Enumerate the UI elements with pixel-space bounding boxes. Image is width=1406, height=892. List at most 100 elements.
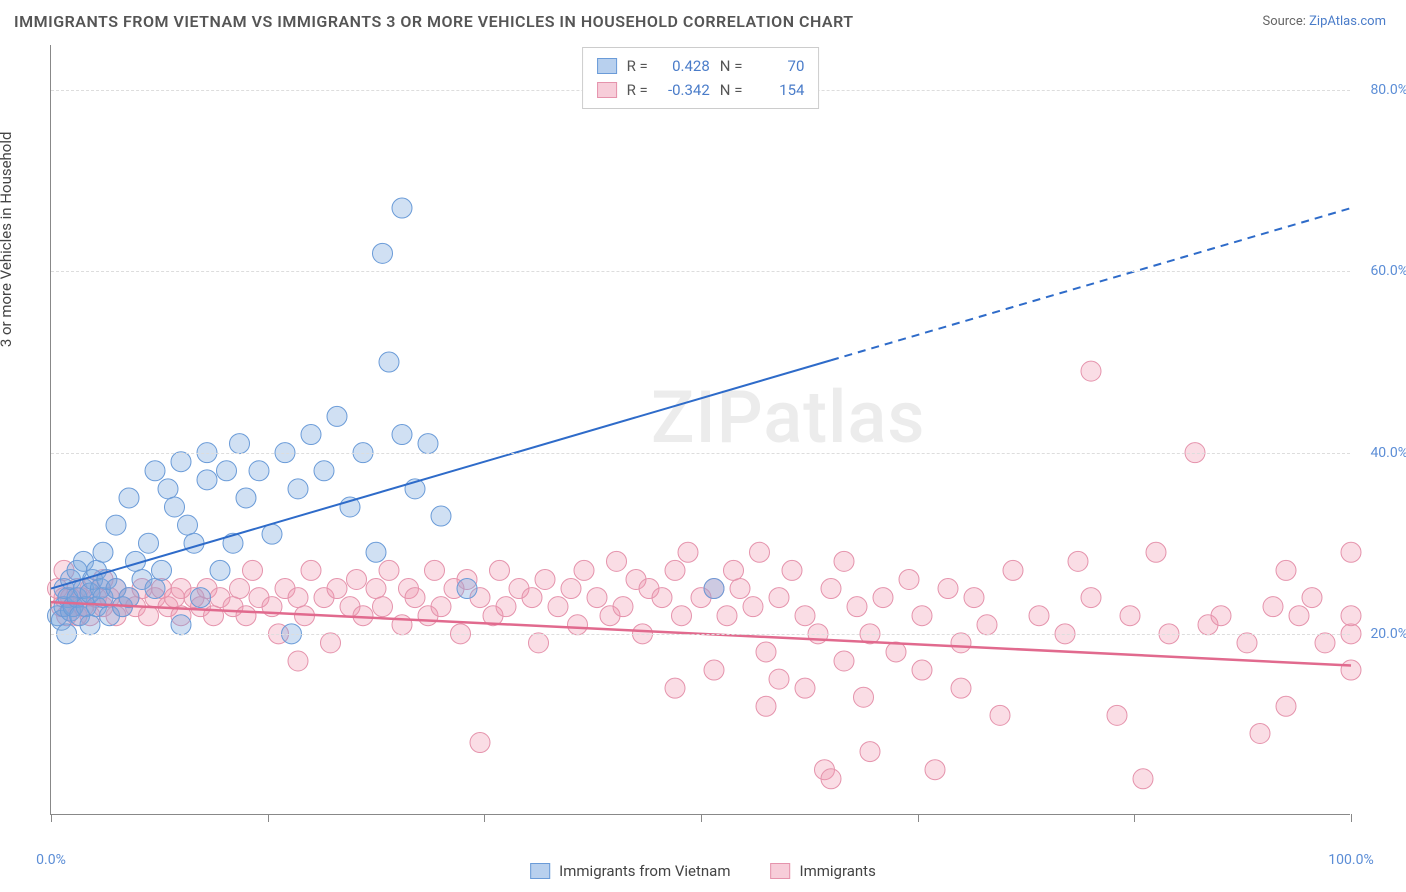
swatch-series-0 [597,58,617,74]
data-point [230,434,250,454]
data-point [756,696,776,716]
data-point [912,660,932,680]
data-point [938,579,958,599]
plot-svg [51,45,1350,814]
data-point [678,542,698,562]
y-tick-label: 40.0% [1370,445,1406,461]
x-tick-label: 0.0% [36,852,66,868]
data-point [548,597,568,617]
stat-r-label: R = [627,78,648,102]
data-point [327,406,347,426]
data-point [373,597,393,617]
data-point [587,588,607,608]
source-link[interactable]: ZipAtlas.com [1309,14,1386,29]
data-point [366,579,386,599]
data-point [490,560,510,580]
data-point [769,588,789,608]
data-point [288,479,308,499]
data-point [704,579,724,599]
data-point [951,678,971,698]
data-point [288,651,308,671]
data-point [145,461,165,481]
data-point [756,642,776,662]
data-point [457,579,477,599]
data-point [93,542,113,562]
legend-item-0: Immigrants from Vietnam [530,862,730,880]
data-point [392,198,412,218]
data-point [821,769,841,789]
data-point [1107,705,1127,725]
data-point [834,651,854,671]
data-point [405,588,425,608]
data-point [139,533,159,553]
data-point [249,461,269,481]
data-point [847,597,867,617]
swatch-series-1 [597,82,617,98]
data-point [529,633,549,653]
data-point [672,606,692,626]
data-point [425,560,445,580]
data-point [1341,542,1361,562]
data-point [1068,551,1088,571]
data-point [977,615,997,635]
data-point [1003,560,1023,580]
plot-area: R = 0.428 N = 70 R = -0.342 N = 154 ZIPa… [50,45,1350,815]
stats-row-series-1: R = -0.342 N = 154 [597,78,805,102]
data-point [1211,606,1231,626]
data-point [1341,606,1361,626]
stat-r-label: R = [627,54,648,78]
stat-r-value-0: 0.428 [658,54,710,78]
data-point [217,461,237,481]
data-point [821,579,841,599]
data-point [379,352,399,372]
data-point [145,579,165,599]
data-point [262,524,282,544]
data-point [431,506,451,526]
y-tick-label: 20.0% [1370,626,1406,642]
data-point [769,669,789,689]
trend-line [51,360,831,588]
data-point [925,760,945,780]
data-point [717,606,737,626]
source-prefix: Source: [1262,14,1309,29]
data-point [1029,606,1049,626]
data-point [730,579,750,599]
stats-box: R = 0.428 N = 70 R = -0.342 N = 154 [582,47,820,109]
data-point [535,569,555,589]
data-point [899,569,919,589]
data-point [1146,542,1166,562]
data-point [243,560,263,580]
data-point [652,588,672,608]
data-point [951,633,971,653]
data-point [171,615,191,635]
data-point [288,588,308,608]
legend-swatch-1 [770,863,790,879]
y-axis-label: 3 or more Vehicles in Household [0,132,15,348]
data-point [1315,633,1335,653]
chart-title: IMMIGRANTS FROM VIETNAM VS IMMIGRANTS 3 … [14,12,854,31]
bottom-legend: Immigrants from Vietnam Immigrants [530,862,876,880]
data-point [574,560,594,580]
data-point [782,560,802,580]
data-point [964,588,984,608]
stat-n-label: N = [720,78,743,102]
data-point [197,470,217,490]
source-label: Source: ZipAtlas.com [1262,14,1386,29]
stats-row-series-0: R = 0.428 N = 70 [597,54,805,78]
data-point [184,533,204,553]
data-point [418,434,438,454]
data-point [912,606,932,626]
data-point [347,569,367,589]
data-point [321,633,341,653]
legend-item-1: Immigrants [770,862,875,880]
data-point [613,597,633,617]
data-point [1237,633,1257,653]
data-point [665,678,685,698]
data-point [860,742,880,762]
y-tick-label: 80.0% [1370,82,1406,98]
data-point [158,479,178,499]
data-point [366,542,386,562]
data-point [470,733,490,753]
data-point [379,560,399,580]
data-point [1081,361,1101,381]
